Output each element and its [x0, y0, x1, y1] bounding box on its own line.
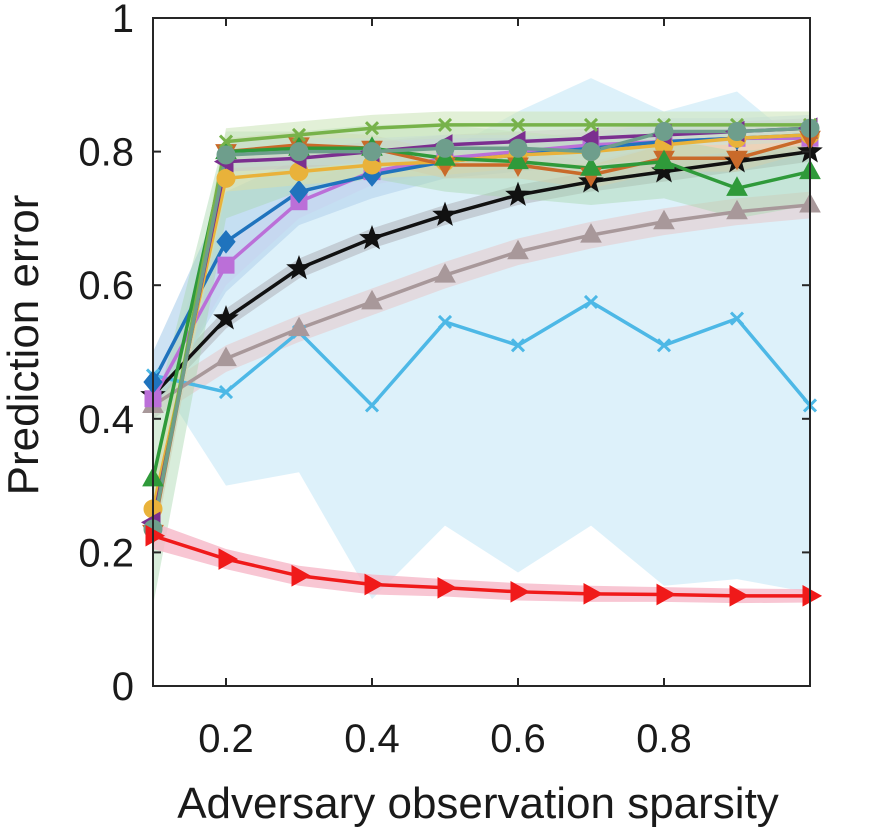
series-0-point-6 — [583, 294, 599, 309]
series-11-line — [153, 534, 810, 598]
series-10-point-4 — [435, 138, 455, 158]
series-2-point-5 — [505, 181, 531, 206]
series-9-point-2 — [291, 127, 307, 142]
series-10-point-6 — [581, 142, 601, 162]
series-2-point-4 — [432, 201, 458, 226]
series-8-point-7 — [653, 149, 675, 170]
series-2-point-2 — [286, 255, 312, 280]
y-tick-label: 0.4 — [78, 398, 134, 442]
plot-frame — [152, 17, 811, 687]
series-4-point-1 — [216, 229, 236, 254]
y-axis-label: Prediction error — [0, 195, 48, 496]
series-11-point-1 — [218, 548, 239, 570]
series-9-point-6 — [583, 117, 599, 132]
series-8-point-5 — [507, 149, 529, 170]
series-1-point-2 — [288, 316, 310, 337]
series-10-point-5 — [508, 138, 528, 158]
series-2-point-3 — [359, 224, 385, 250]
series-8-line — [153, 146, 810, 480]
series-10-point-1 — [216, 145, 236, 165]
series-9-point-1 — [218, 134, 234, 149]
series-11-point-7 — [656, 583, 677, 606]
series-0-point-5 — [510, 338, 526, 353]
series-0-point-4 — [437, 314, 453, 330]
series-11-band — [153, 522, 810, 604]
series-1-point-7 — [653, 209, 675, 230]
series-9-line — [153, 123, 810, 530]
series-0-line — [153, 300, 810, 408]
x-tick-label: 0.2 — [198, 717, 254, 761]
series-9-point-3 — [364, 121, 380, 136]
series-2-line — [153, 149, 810, 397]
series-7-point-8 — [726, 150, 748, 171]
y-tick-label: 0 — [112, 665, 134, 709]
tick-labels: 0.2 0.4 0.6 0.8 0 0.2 0.4 0.6 0.8 1 — [78, 0, 691, 761]
series-5-point-1 — [216, 168, 236, 188]
series-9-point-5 — [510, 117, 526, 132]
series-10-point-7 — [654, 122, 674, 142]
series-9-point-4 — [437, 117, 453, 132]
series-10-point-3 — [362, 142, 382, 162]
series-0-point-3 — [364, 398, 380, 413]
series-10-line — [153, 126, 810, 530]
x-tick-label: 0.8 — [636, 717, 692, 761]
series-10-point-8 — [727, 122, 747, 142]
series-3-point-1 — [217, 256, 235, 274]
series-1-point-8 — [726, 199, 748, 220]
series-11-point-8 — [729, 584, 750, 607]
series-11-point-6 — [583, 582, 604, 605]
y-tick-label: 0.2 — [78, 531, 134, 575]
series-8-point-6 — [580, 156, 602, 176]
series-10-point-2 — [289, 142, 309, 162]
axis-ticks — [153, 17, 810, 687]
series-11-point-5 — [510, 580, 531, 603]
y-tick-label: 0.8 — [78, 131, 134, 175]
x-tick-label: 0.4 — [344, 717, 400, 761]
series-0-point-8 — [729, 311, 745, 326]
series-1-point-1 — [215, 346, 237, 367]
series-2-point-1 — [213, 305, 239, 330]
series-1-line — [153, 203, 810, 407]
series-1-point-4 — [434, 263, 456, 283]
series-1-point-3 — [361, 289, 383, 310]
series-4-point-2 — [289, 179, 309, 204]
series-lines — [153, 123, 810, 598]
series-11-point-4 — [437, 576, 458, 599]
series-1-point-5 — [507, 239, 529, 260]
x-tick-label: 0.6 — [490, 717, 546, 761]
series-0-point-1 — [218, 385, 234, 400]
y-tick-label: 0.6 — [78, 264, 134, 308]
series-11-point-0 — [145, 524, 166, 547]
y-tick-label: 1 — [112, 0, 134, 41]
series-8-point-8 — [726, 176, 748, 196]
series-11-point-9 — [802, 584, 823, 607]
series-7-band — [153, 124, 810, 553]
series-11-point-3 — [364, 573, 385, 596]
series-markers — [140, 117, 823, 607]
x-axis-label: Adversary observation sparsity — [177, 779, 779, 828]
series-0-point-7 — [656, 338, 672, 353]
series-1-point-6 — [580, 223, 602, 243]
series-11-point-2 — [291, 564, 312, 587]
